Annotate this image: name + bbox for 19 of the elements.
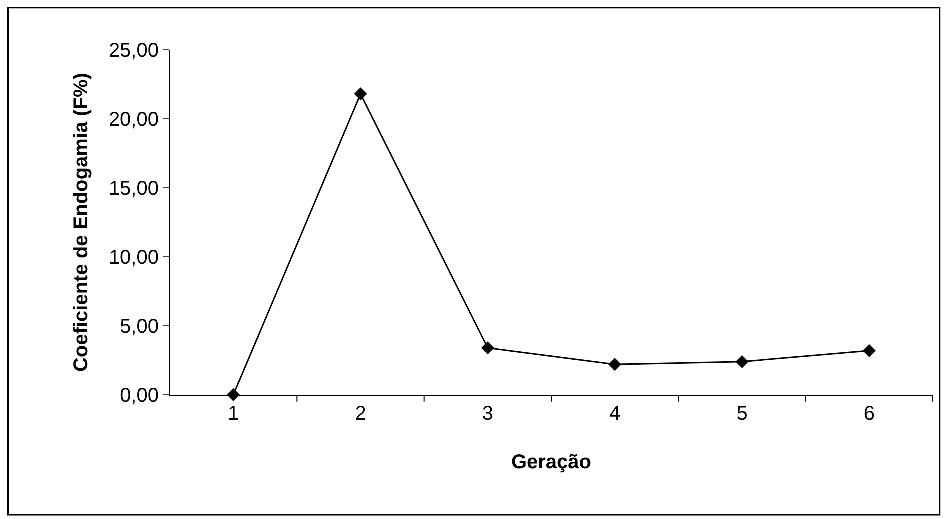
x-tick-label: 1 (228, 403, 240, 425)
point (354, 88, 368, 101)
y-tick-label: 0,00 (120, 385, 159, 407)
x-tick-label: 6 (864, 403, 875, 425)
point (862, 344, 876, 358)
x-tick-label: 3 (482, 403, 494, 425)
y-tick-label: 25,00 (108, 40, 159, 62)
x-axis-title: Geração (511, 452, 592, 474)
point (736, 355, 749, 368)
x-tick-label: 2 (355, 403, 366, 425)
x-tick-label: 4 (610, 403, 621, 425)
point (481, 342, 494, 355)
y-tick-label: 20,00 (108, 109, 159, 131)
y-tick-label: 5,00 (120, 316, 159, 338)
y-axis-title: Coeficiente de Endogamia (F%) (70, 73, 92, 372)
y-tick-label: 15,00 (108, 178, 159, 200)
y-tick-label: 10,00 (108, 247, 159, 269)
x-tick-label: 5 (736, 403, 748, 425)
point (608, 358, 622, 372)
